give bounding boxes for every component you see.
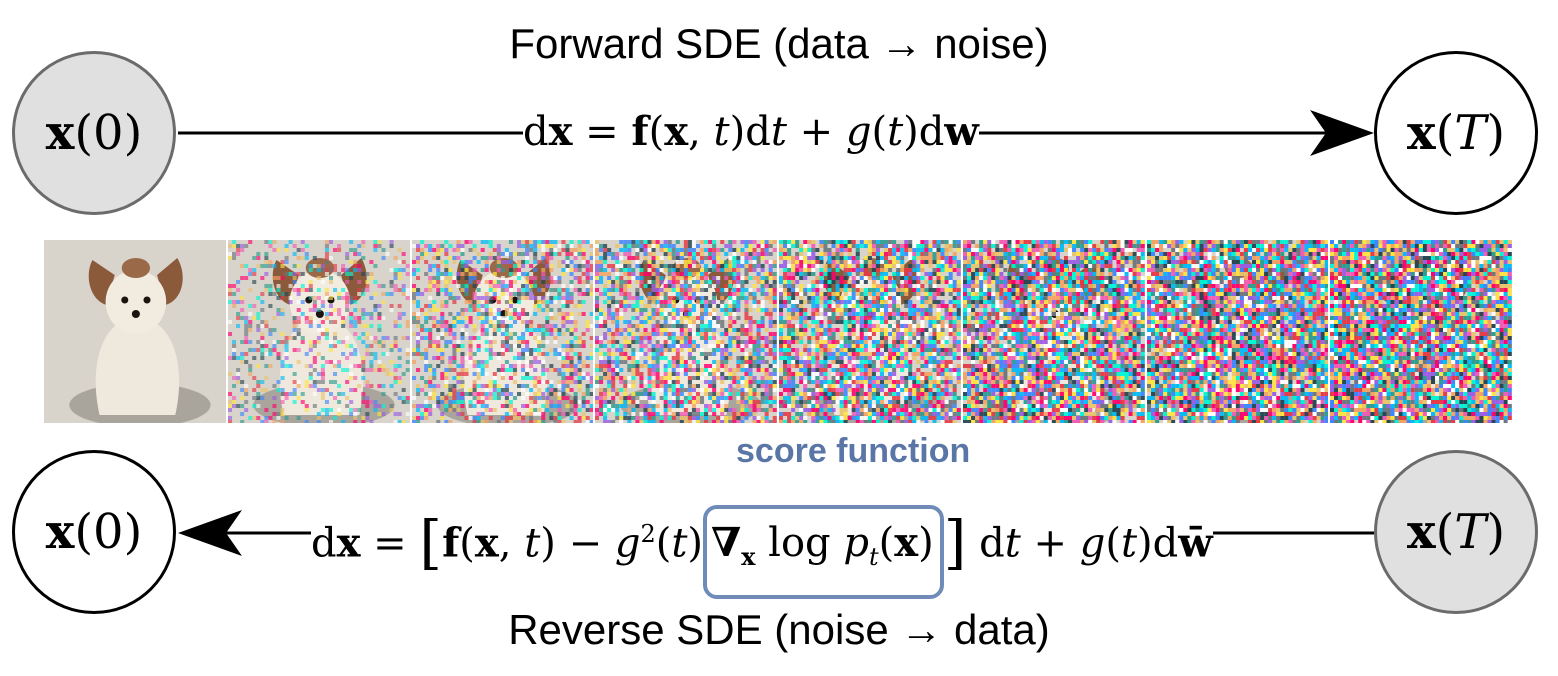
noise-frame-0 [44, 240, 226, 423]
reverse-end-node-label: x(0) [45, 504, 143, 560]
noise-overlay-3 [595, 240, 777, 423]
dog-image-3 [595, 240, 777, 423]
reverse-start-node-label: x(T) [1406, 504, 1506, 560]
noise-overlay-1 [227, 240, 410, 423]
dog-image-7 [1330, 240, 1512, 423]
noise-overlay-6 [1146, 240, 1329, 423]
dog-image-6 [1146, 240, 1329, 423]
noise-frame-7 [1330, 240, 1512, 423]
dog-image-1 [227, 240, 410, 423]
dog-image-2 [411, 240, 594, 423]
noise-frame-2 [411, 240, 594, 423]
forward-start-node: x(0) [12, 51, 176, 215]
noise-frame-6 [1146, 240, 1329, 423]
score-function-box: ∇x log pt(x) [703, 505, 944, 600]
forward-arrowhead-icon [1310, 110, 1374, 156]
noise-overlay-4 [779, 240, 961, 423]
forward-end-node-label: x(T) [1406, 105, 1506, 161]
noise-progression-strip [44, 240, 1512, 423]
reverse-sde-title: Reverse SDE (noise → data) [508, 606, 1050, 653]
dog-image-4 [779, 240, 961, 423]
reverse-sde-equation: dx = [f(x, t) − g2(t) ∇x log pt(x)] dt + … [311, 505, 1213, 600]
noise-frame-3 [595, 240, 777, 423]
reverse-start-node: x(T) [1374, 450, 1538, 614]
noise-frame-4 [779, 240, 961, 423]
noise-overlay-7 [1330, 240, 1512, 423]
forward-sde-equation: dx = f(x, t)dt + g(t)dw [523, 108, 979, 156]
noise-frame-5 [962, 240, 1145, 423]
noise-frame-1 [227, 240, 410, 423]
reverse-end-node: x(0) [12, 450, 176, 614]
score-function-label: score function [736, 432, 971, 470]
noise-overlay-5 [962, 240, 1145, 423]
forward-end-node: x(T) [1374, 51, 1538, 215]
forward-start-node-label: x(0) [45, 105, 143, 161]
forward-sde-title: Forward SDE (data → noise) [509, 20, 1049, 67]
dog-image-5 [962, 240, 1145, 423]
noise-overlay-2 [411, 240, 594, 423]
dog-image-0 [44, 240, 226, 423]
reverse-arrowhead-icon [178, 510, 242, 556]
